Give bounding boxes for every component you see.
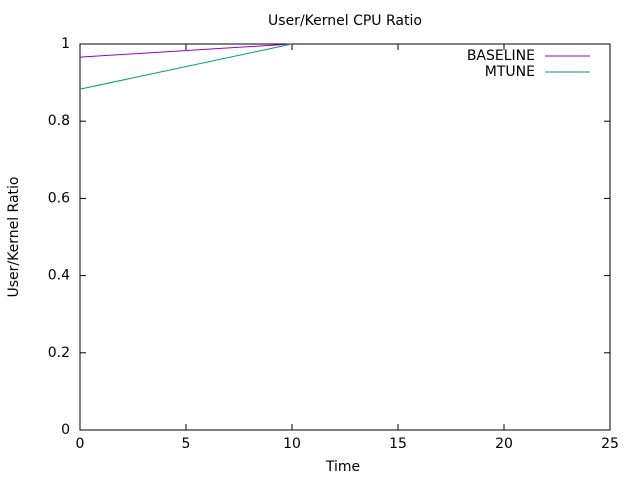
y-tick-label: 0.8 bbox=[48, 113, 70, 129]
y-tick-label: 0.6 bbox=[48, 190, 70, 206]
legend-label: MTUNE bbox=[485, 64, 535, 80]
x-tick-label: 25 bbox=[601, 436, 619, 452]
x-tick-label: 0 bbox=[76, 436, 85, 452]
series-line bbox=[79, 43, 293, 58]
x-tick-label: 10 bbox=[283, 436, 301, 452]
x-tick-label: 20 bbox=[495, 436, 513, 452]
series-line bbox=[79, 43, 293, 90]
x-axis-label: Time bbox=[325, 459, 360, 475]
y-axis-label: User/Kernel Ratio bbox=[6, 176, 22, 297]
plot-border bbox=[79, 43, 611, 431]
y-tick-label: 0.2 bbox=[48, 345, 70, 361]
chart-title: User/Kernel CPU Ratio bbox=[268, 13, 422, 29]
y-tick-label: 0.4 bbox=[48, 268, 70, 284]
x-tick-label: 5 bbox=[182, 436, 191, 452]
x-tick-label: 15 bbox=[389, 436, 407, 452]
y-tick-label: 1 bbox=[61, 36, 70, 52]
legend-label: BASELINE bbox=[467, 48, 535, 64]
y-tick-label: 0 bbox=[61, 422, 70, 438]
